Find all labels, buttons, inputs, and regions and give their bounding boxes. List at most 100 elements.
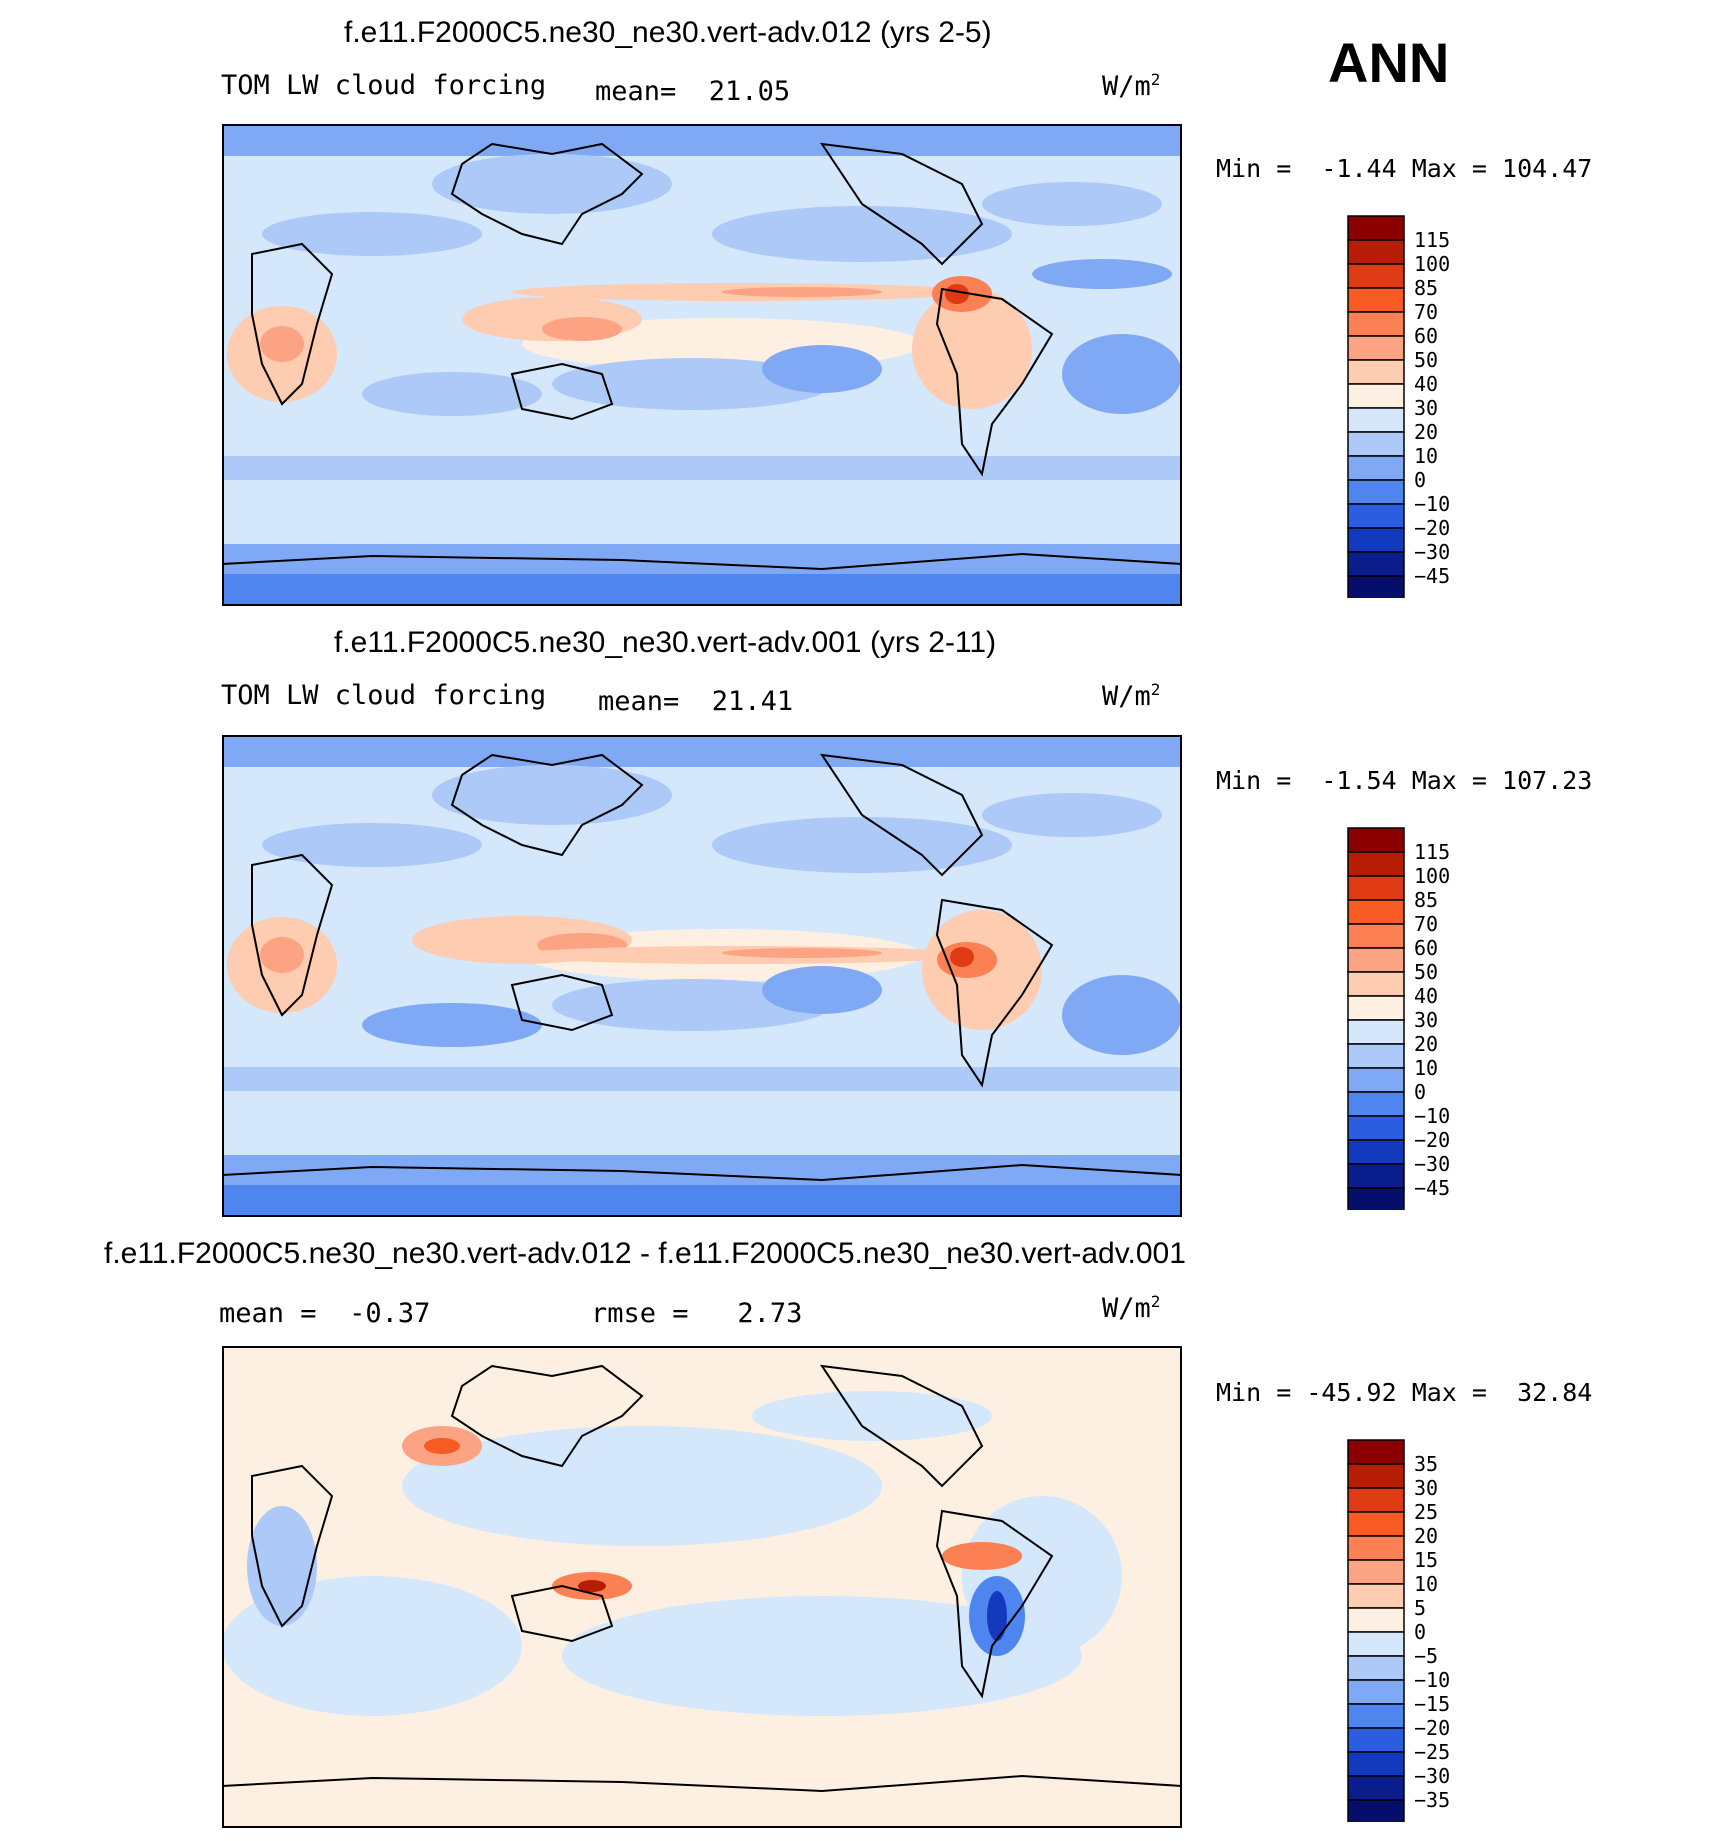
colorbar-tick-label: 15: [1414, 1548, 1438, 1572]
panel-1-mean-label: mean=: [595, 76, 677, 107]
colorbar-segment: [1347, 1115, 1405, 1141]
panel-3-andes-positive: [942, 1542, 1022, 1570]
colorbar-segment: [1347, 1583, 1405, 1609]
colorbar-segment: [1347, 407, 1405, 433]
panel-3-tibet-core: [424, 1438, 460, 1454]
colorbar-segment: [1347, 431, 1405, 457]
colorbar-tick-label: 5: [1414, 1596, 1426, 1620]
panel-1-coast-antarctica: [222, 552, 1182, 571]
panel-1-map-frame: [222, 124, 1182, 606]
colorbar-segment: [1347, 995, 1405, 1021]
colorbar-segment: [1347, 311, 1405, 337]
colorbar-segment: [1347, 383, 1405, 409]
panel-2-atlantic-north-cloud: [262, 823, 482, 867]
panel-2-mean: mean= 21.41: [598, 686, 793, 717]
colorbar-segment: [1347, 239, 1405, 265]
panel-3-andes-core: [987, 1591, 1007, 1641]
colorbar-tick-label: 10: [1414, 1572, 1438, 1596]
panel-1-minmax: Min = -1.44 Max = 104.47: [1216, 154, 1592, 183]
panel-3-newguinea-core: [578, 1580, 606, 1592]
colorbar-segment: [1347, 1511, 1405, 1537]
colorbar-tick-label: −5: [1414, 1644, 1438, 1668]
panel-2-units-exp: 2: [1150, 680, 1161, 699]
panel-2-colombia-core: [950, 947, 974, 967]
season-label: ANN: [1328, 31, 1450, 94]
panel-1-pacific-north-cloud: [712, 206, 1012, 262]
colorbar-tick-label: 30: [1414, 1476, 1438, 1500]
panel-3-coast-north-america: [819, 1364, 984, 1488]
colorbar-segment: [1347, 287, 1405, 313]
panel-2-coast-asia: [450, 753, 644, 857]
panel-3-npac-negative: [752, 1391, 992, 1441]
colorbar-segment: [1347, 263, 1405, 289]
panel-1-sepacific-stratus: [552, 358, 832, 410]
colorbar-segment: [1347, 1703, 1405, 1729]
colorbar-segment: [1347, 503, 1405, 529]
colorbar-segment: [1347, 1655, 1405, 1681]
colorbar-tick-label: −25: [1414, 1740, 1450, 1764]
panel-2-min: -1.54: [1321, 766, 1397, 795]
panel-3-units-exp: 2: [1150, 1292, 1161, 1311]
panel-1-coast-australia: [510, 362, 614, 421]
panel-2-arctic-band: [222, 735, 1182, 767]
colorbar-segment: [1347, 479, 1405, 505]
colorbar-tick-label: 115: [1414, 228, 1450, 252]
panel-2-atlantic-south-cloud: [1062, 975, 1182, 1055]
colorbar-tick-label: 100: [1414, 252, 1450, 276]
panel-2-southern-band: [222, 1067, 1182, 1091]
colorbar-segment: [1347, 1463, 1405, 1489]
colorbar-segment: [1347, 947, 1405, 973]
colorbar-segment: [1347, 527, 1405, 553]
panel-2-pacific-itcz-core: [722, 948, 882, 958]
colorbar-tick-label: 70: [1414, 300, 1438, 324]
colorbar-segment: [1347, 1679, 1405, 1705]
colorbar-tick-label: 50: [1414, 960, 1438, 984]
panel-2-coast-north-america: [819, 753, 984, 877]
colorbar-segment: [1347, 1631, 1405, 1657]
colorbar-tick-label: −20: [1414, 1128, 1450, 1152]
panel-1-colombia-core: [945, 284, 969, 304]
panel-2-antarctic-core: [222, 1185, 1182, 1217]
colorbar-segment: [1347, 1487, 1405, 1513]
colorbar-tick-label: 0: [1414, 1620, 1426, 1644]
panel-1-coast-south-america: [935, 287, 1054, 477]
panel-2-map: [222, 735, 1182, 1217]
colorbar-segment: [1347, 1043, 1405, 1069]
panel-1-units-exp: 2: [1150, 70, 1161, 89]
panel-2-units: W/m2: [1102, 680, 1160, 712]
panel-3-units: W/m2: [1102, 1292, 1160, 1324]
colorbar-segment: [1347, 1439, 1405, 1465]
panel-3-coast-asia: [450, 1364, 644, 1468]
panel-2-units-base: W/m: [1102, 681, 1151, 712]
colorbar-tick-label: −30: [1414, 1764, 1450, 1788]
panel-3-mean-value: -0.37: [349, 1298, 431, 1329]
colorbar-segment: [1347, 1019, 1405, 1045]
panel-2-title: f.e11.F2000C5.ne30_ne30.vert-adv.001 (yr…: [334, 626, 997, 659]
colorbar-segment: [1347, 1535, 1405, 1561]
panel-3-rmse: rmse = 2.73: [591, 1298, 802, 1329]
panel-3-coast-australia: [510, 1584, 614, 1643]
colorbar-segment: [1347, 1187, 1405, 1210]
colorbar-tick-label: 40: [1414, 372, 1438, 396]
colorbar-tick-label: −45: [1414, 564, 1450, 588]
colorbar-tick-label: 30: [1414, 396, 1438, 420]
panel-2-min-label: Min =: [1216, 766, 1292, 795]
panel-1-indian-sub-cloud: [362, 372, 542, 416]
colorbar-tick-label: −10: [1414, 1104, 1450, 1128]
panel-1-title: f.e11.F2000C5.ne30_ne30.vert-adv.012 (yr…: [344, 16, 992, 49]
colorbar-segment: [1347, 1139, 1405, 1165]
colorbar-tick-label: 50: [1414, 348, 1438, 372]
colorbar-segment: [1347, 575, 1405, 598]
panel-2-coast-south-america: [935, 898, 1054, 1088]
panel-1-atlantic-north-cloud: [262, 212, 482, 256]
panel-3-map-frame: [222, 1346, 1182, 1828]
panel-1-peru-stratus: [762, 345, 882, 393]
panel-3-rmse-label: rmse =: [591, 1298, 689, 1329]
colorbar-tick-label: 100: [1414, 864, 1450, 888]
colorbar-segment: [1347, 899, 1405, 925]
panel-3-mean-label: mean =: [219, 1298, 317, 1329]
panel-1-maritime-convection: [542, 317, 622, 341]
colorbar-tick-label: 30: [1414, 1008, 1438, 1032]
panel-3-title: f.e11.F2000C5.ne30_ne30.vert-adv.012 - f…: [104, 1237, 1186, 1270]
panel-1-atlantic-north2-cloud: [982, 182, 1162, 226]
